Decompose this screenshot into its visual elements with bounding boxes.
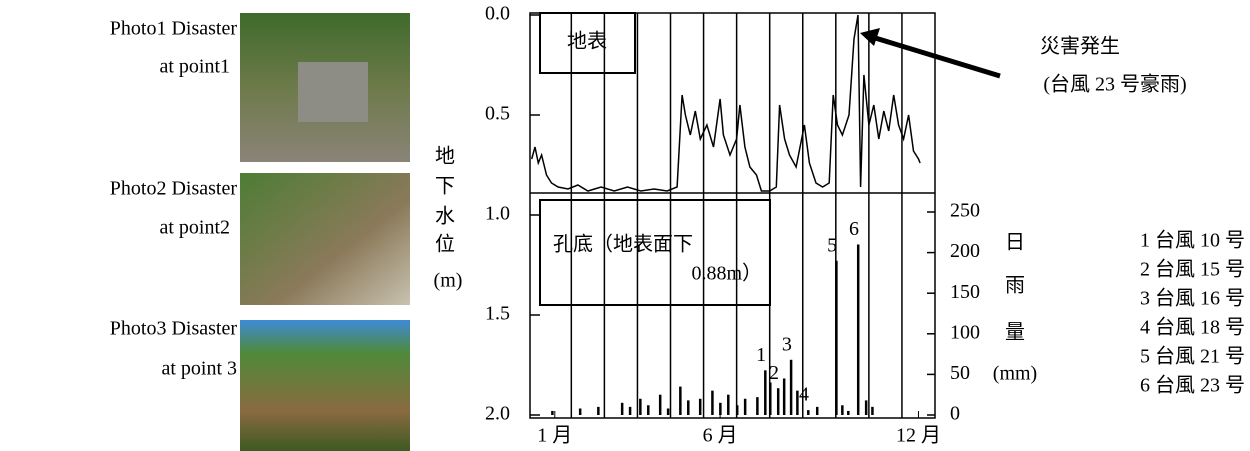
event-legend: 2 台風 15 号 [1140, 258, 1245, 281]
photo-caption: at point1 [159, 56, 230, 78]
rain-bar [841, 405, 844, 415]
y2-tick-label: 0 [950, 403, 960, 425]
rain-bar [719, 403, 722, 415]
event-legend: 6 台風 23 号 [1140, 374, 1245, 397]
photo-caption: at point 3 [161, 358, 237, 380]
rain-bar [699, 399, 702, 415]
y2-axis-label: 量 [1005, 322, 1025, 344]
rain-bar [647, 405, 650, 415]
rain-bar [687, 400, 690, 415]
annotation: 孔底（地表面下 [553, 233, 693, 256]
y-axis-label: 水 [435, 205, 455, 228]
event-label: 5 [827, 234, 837, 256]
event-legend: 3 台風 16 号 [1140, 287, 1245, 310]
x-tick-label: 12 月 [896, 425, 941, 447]
photo [240, 320, 410, 451]
x-tick-label: 1 月 [537, 425, 572, 447]
rain-bar [835, 261, 838, 415]
rain-bar [629, 407, 632, 415]
rain-bar [744, 399, 747, 415]
photo-caption: at point2 [159, 217, 230, 239]
annotation: (台風 23 号豪雨) [1043, 73, 1186, 96]
event-legend: 4 台風 18 号 [1140, 316, 1245, 339]
photo-caption: Photo1 Disaster [110, 18, 238, 40]
rain-bar [597, 407, 600, 415]
rain-bar [777, 388, 780, 415]
photo-caption: Photo2 Disaster [110, 178, 238, 200]
event-label: 4 [799, 384, 809, 406]
event-legend: 5 台風 21 号 [1140, 345, 1245, 368]
event-label: 6 [849, 218, 859, 240]
y2-tick-label: 50 [950, 362, 970, 384]
annotation: 地表 [567, 30, 607, 53]
rain-bar [727, 395, 730, 415]
y-tick-label: 1.0 [485, 203, 510, 225]
x-tick-label: 6 月 [703, 425, 738, 447]
annotation: 災害発生 [1040, 35, 1120, 58]
y2-tick-label: 100 [950, 321, 980, 343]
rain-bar [790, 360, 793, 415]
y-axis-label: 位 [435, 233, 455, 256]
rain-bar [769, 383, 772, 415]
rain-bar [679, 387, 682, 415]
y-axis-label: 地 [435, 145, 455, 168]
y2-tick-label: 200 [950, 240, 980, 262]
arrow [872, 37, 1000, 76]
y2-axis-label: 日 [1005, 232, 1025, 254]
figure: Photo1 Disaster at point1 Photo2 Disaste… [0, 0, 1250, 451]
y2-tick-label: 250 [950, 200, 980, 222]
y-axis-label: (m) [434, 270, 463, 292]
photo [240, 173, 410, 305]
rain-bar [816, 407, 819, 415]
y-tick-label: 0.5 [485, 103, 510, 125]
y2-tick-label: 150 [950, 281, 980, 303]
rain-bar [865, 400, 868, 415]
annotation: 0.88m） [691, 262, 762, 285]
y-tick-label: 0.0 [485, 3, 510, 25]
y2-axis-label: (mm) [993, 363, 1037, 385]
rain-bar [783, 378, 786, 415]
event-legend: 1 台風 10 号 [1140, 229, 1245, 252]
y-tick-label: 1.5 [485, 303, 510, 325]
rain-bar [551, 411, 554, 415]
event-label: 2 [769, 362, 779, 384]
rain-bar [621, 403, 624, 415]
rain-bar [871, 407, 874, 415]
rain-bar [667, 409, 670, 415]
event-label: 3 [782, 333, 792, 355]
rain-bar [711, 391, 714, 415]
photo-caption: Photo3 Disaster [110, 318, 238, 340]
rain-bar [857, 244, 860, 415]
photos [240, 13, 410, 451]
rain-bar [847, 411, 850, 415]
rain-bar [736, 405, 739, 415]
rain-bar [639, 399, 642, 415]
photo-detail [298, 62, 368, 122]
rain-bar [807, 410, 810, 415]
event-label: 1 [756, 344, 766, 366]
rain-bar [579, 409, 582, 415]
rain-bar [659, 395, 662, 415]
y2-axis-label: 雨 [1005, 275, 1025, 297]
rain-bar [764, 370, 767, 415]
arrow-head [860, 28, 880, 46]
y-tick-label: 2.0 [485, 403, 510, 425]
y-axis-label: 下 [435, 176, 455, 198]
rain-bar [756, 397, 759, 415]
